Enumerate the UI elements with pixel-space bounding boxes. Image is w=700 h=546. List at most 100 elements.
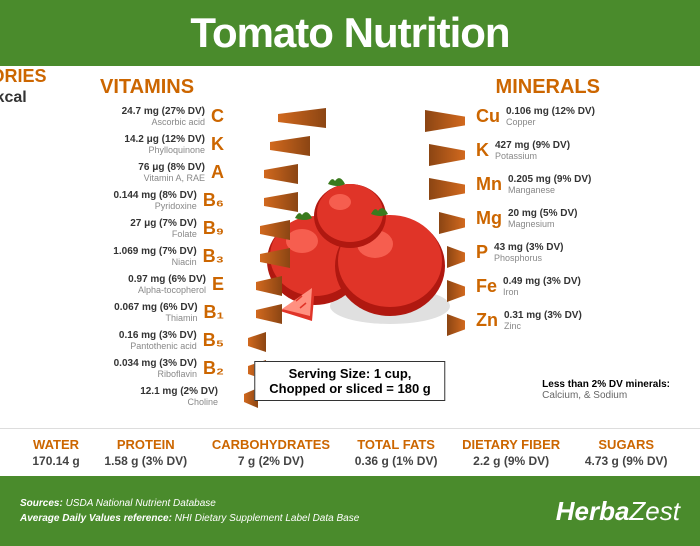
main-content: VITAMINS MINERALS CALORIES 32 kcal xyxy=(0,66,700,476)
mineral-symbol: K xyxy=(476,140,489,161)
bottom-nutrient-item: PROTEIN 1.58 g (3% DV) xyxy=(104,437,187,468)
serving-line2: Chopped or sliced = 180 g xyxy=(269,381,430,396)
vitamin-name: Pyridoxine xyxy=(113,201,196,211)
bottom-nutrient-title: SUGARS xyxy=(585,437,668,452)
vitamin-value: 12.1 mg (2% DV) xyxy=(140,386,218,397)
vitamin-name: Folate xyxy=(130,229,197,239)
mineral-label: 0.31 mg (3% DV) Zinc xyxy=(504,310,582,331)
vitamin-symbol: B₉ xyxy=(203,218,224,239)
mineral-symbol: Fe xyxy=(476,276,497,297)
mineral-row: P 43 mg (3% DV) Phosphorus xyxy=(470,242,563,263)
bottom-nutrient-value: 2.2 g (9% DV) xyxy=(462,454,560,468)
vitamin-value: 27 μg (7% DV) xyxy=(130,218,197,229)
vitamin-wedge xyxy=(278,108,326,128)
bottom-nutrient-item: CARBOHYDRATES 7 g (2% DV) xyxy=(212,437,330,468)
bottom-nutrient-title: PROTEIN xyxy=(104,437,187,452)
mineral-label: 20 mg (5% DV) Magnesium xyxy=(508,208,577,229)
mineral-value: 0.49 mg (3% DV) xyxy=(503,276,581,287)
sources-text: Sources: USDA National Nutrient Database… xyxy=(20,496,359,526)
vitamin-label: 0.97 mg (6% DV) Alpha-tocopherol xyxy=(128,274,206,295)
mineral-value: 43 mg (3% DV) xyxy=(494,242,563,253)
mineral-value: 0.31 mg (3% DV) xyxy=(504,310,582,321)
mineral-row: Mg 20 mg (5% DV) Magnesium xyxy=(470,208,577,229)
mineral-value: 0.106 mg (12% DV) xyxy=(506,106,595,117)
vitamin-name: Ascorbic acid xyxy=(122,117,205,127)
vitamin-name: Choline xyxy=(140,397,218,407)
serving-size-box: Serving Size: 1 cup, Chopped or sliced =… xyxy=(254,361,445,401)
vitamin-name: Alpha-tocopherol xyxy=(128,285,206,295)
mineral-name: Zinc xyxy=(504,321,582,331)
calories-value: 32 kcal xyxy=(0,89,350,107)
vitamin-symbol: B₁ xyxy=(204,302,224,323)
vitamin-symbol: A xyxy=(211,162,224,183)
vitamin-symbol: B₆ xyxy=(203,190,224,211)
bottom-nutrient-item: TOTAL FATS 0.36 g (1% DV) xyxy=(355,437,438,468)
vitamin-symbol: B₃ xyxy=(203,246,224,267)
bottom-nutrient-item: SUGARS 4.73 g (9% DV) xyxy=(585,437,668,468)
mineral-label: 43 mg (3% DV) Phosphorus xyxy=(494,242,563,263)
vitamin-row: 0.97 mg (6% DV) Alpha-tocopherol E xyxy=(128,274,230,295)
vitamin-label: 1.069 mg (7% DV) Niacin xyxy=(113,246,196,267)
vitamin-row: 76 μg (8% DV) Vitamin A, RAE A xyxy=(138,162,230,183)
vitamin-label: 12.1 mg (2% DV) Choline xyxy=(140,386,218,407)
mineral-symbol: Mg xyxy=(476,208,502,229)
mineral-wedge xyxy=(439,212,465,234)
brand-zest: Zest xyxy=(629,496,680,526)
calories-title: CALORIES 32 kcal xyxy=(0,66,350,107)
vitamin-label: 76 μg (8% DV) Vitamin A, RAE xyxy=(138,162,205,183)
vitamin-symbol: E xyxy=(212,274,224,295)
mineral-value: 427 mg (9% DV) xyxy=(495,140,570,151)
vitamin-value: 0.97 mg (6% DV) xyxy=(128,274,206,285)
vitamin-symbol: B₅ xyxy=(203,330,224,351)
bottom-nutrient-value: 170.14 g xyxy=(32,454,79,468)
vitamin-name: Vitamin A, RAE xyxy=(138,173,205,183)
sources-value: USDA National Nutrient Database xyxy=(66,498,216,509)
mineral-name: Iron xyxy=(503,287,581,297)
vitamin-row: 1.069 mg (7% DV) Niacin B₃ xyxy=(113,246,230,267)
less-than-note: Less than 2% DV minerals: Calcium, & Sod… xyxy=(542,379,670,401)
vitamin-row: 0.144 mg (8% DV) Pyridoxine B₆ xyxy=(113,190,230,211)
brand-herba: Herba xyxy=(556,496,630,526)
vitamin-label: 0.16 mg (3% DV) Pantothenic acid xyxy=(119,330,197,351)
vitamin-row: 24.7 mg (27% DV) Ascorbic acid C xyxy=(122,106,230,127)
vitamin-row: 0.16 mg (3% DV) Pantothenic acid B₅ xyxy=(119,330,230,351)
vitamin-label: 27 μg (7% DV) Folate xyxy=(130,218,197,239)
vitamin-label: 14.2 μg (12% DV) Phylloquinone xyxy=(124,134,205,155)
mineral-row: K 427 mg (9% DV) Potassium xyxy=(470,140,570,161)
bottom-nutrient-title: TOTAL FATS xyxy=(355,437,438,452)
vitamin-value: 0.034 mg (3% DV) xyxy=(114,358,197,369)
vitamin-label: 24.7 mg (27% DV) Ascorbic acid xyxy=(122,106,205,127)
brand-logo: HerbaZest xyxy=(556,496,680,527)
bottom-nutrient-value: 7 g (2% DV) xyxy=(212,454,330,468)
vitamin-name: Pantothenic acid xyxy=(119,341,197,351)
less-than-sub: Calcium, & Sodium xyxy=(542,390,670,401)
mineral-symbol: Cu xyxy=(476,106,500,127)
bottom-nutrient-item: DIETARY FIBER 2.2 g (9% DV) xyxy=(462,437,560,468)
vitamin-symbol: B₂ xyxy=(203,358,224,379)
mineral-name: Manganese xyxy=(508,185,591,195)
infographic-container: Tomato Nutrition VITAMINS MINERALS CALOR… xyxy=(0,0,700,546)
vitamin-value: 1.069 mg (7% DV) xyxy=(113,246,196,257)
page-title: Tomato Nutrition xyxy=(190,9,509,57)
bottom-nutrients-row: WATER 170.14 g PROTEIN 1.58 g (3% DV) CA… xyxy=(0,428,700,476)
vitamin-value: 0.144 mg (8% DV) xyxy=(113,190,196,201)
vitamin-value: 0.067 mg (6% DV) xyxy=(114,302,197,313)
vitamin-label: 0.067 mg (6% DV) Thiamin xyxy=(114,302,197,323)
vitamin-row: 0.067 mg (6% DV) Thiamin B₁ xyxy=(114,302,230,323)
mineral-symbol: P xyxy=(476,242,488,263)
vitamin-name: Phylloquinone xyxy=(124,145,205,155)
footer: Sources: USDA National Nutrient Database… xyxy=(0,476,700,546)
mineral-name: Phosphorus xyxy=(494,253,563,263)
mineral-value: 20 mg (5% DV) xyxy=(508,208,577,219)
vitamin-symbol: K xyxy=(211,134,224,155)
vitamin-row: 14.2 μg (12% DV) Phylloquinone K xyxy=(124,134,230,155)
mineral-symbol: Zn xyxy=(476,310,498,331)
vitamin-name: Riboflavin xyxy=(114,369,197,379)
vitamin-value: 0.16 mg (3% DV) xyxy=(119,330,197,341)
mineral-value: 0.205 mg (9% DV) xyxy=(508,174,591,185)
adv-label: Average Daily Values reference: xyxy=(20,513,172,524)
vitamin-label: 0.144 mg (8% DV) Pyridoxine xyxy=(113,190,196,211)
mineral-label: 0.106 mg (12% DV) Copper xyxy=(506,106,595,127)
vitamin-name: Niacin xyxy=(113,257,196,267)
header: Tomato Nutrition xyxy=(0,0,700,66)
